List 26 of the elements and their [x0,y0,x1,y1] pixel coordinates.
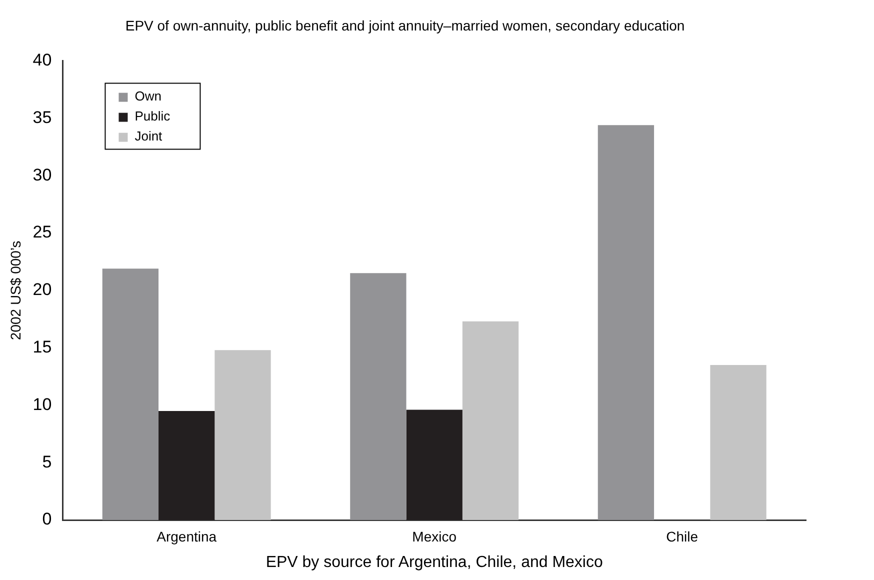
x-axis-title: EPV by source for Argentina, Chile, and Mexico [266,554,603,571]
y-tick-label: 30 [32,165,52,184]
x-tick-label: Mexico [412,528,457,544]
y-tick-label: 15 [32,337,52,356]
bar [406,410,462,520]
bar [102,268,159,520]
y-tick-label: 5 [42,452,52,472]
x-tick-label: Argentina [156,528,217,544]
bar [598,125,654,520]
y-tick-label: 25 [32,222,52,242]
bar [214,350,271,520]
bar [158,410,215,520]
y-axis-title: 2002 US$ 000’s [7,240,24,340]
x-tick-label: Chile [666,528,698,544]
bar [350,273,406,520]
legend-label: Joint [134,128,163,144]
y-tick-label: 35 [32,108,52,127]
y-tick-label: 0 [42,510,52,529]
y-tick-label: 20 [32,280,52,300]
bar [710,365,766,520]
legend-label: Public [134,108,171,124]
y-tick-label: 10 [32,394,52,414]
legend-label: Own [134,88,162,104]
y-tick-label: 40 [32,50,52,70]
chart-title: EPV of own-annuity, public benefit and joint annuity–married women, secondary education [125,17,685,34]
bar [462,321,519,520]
